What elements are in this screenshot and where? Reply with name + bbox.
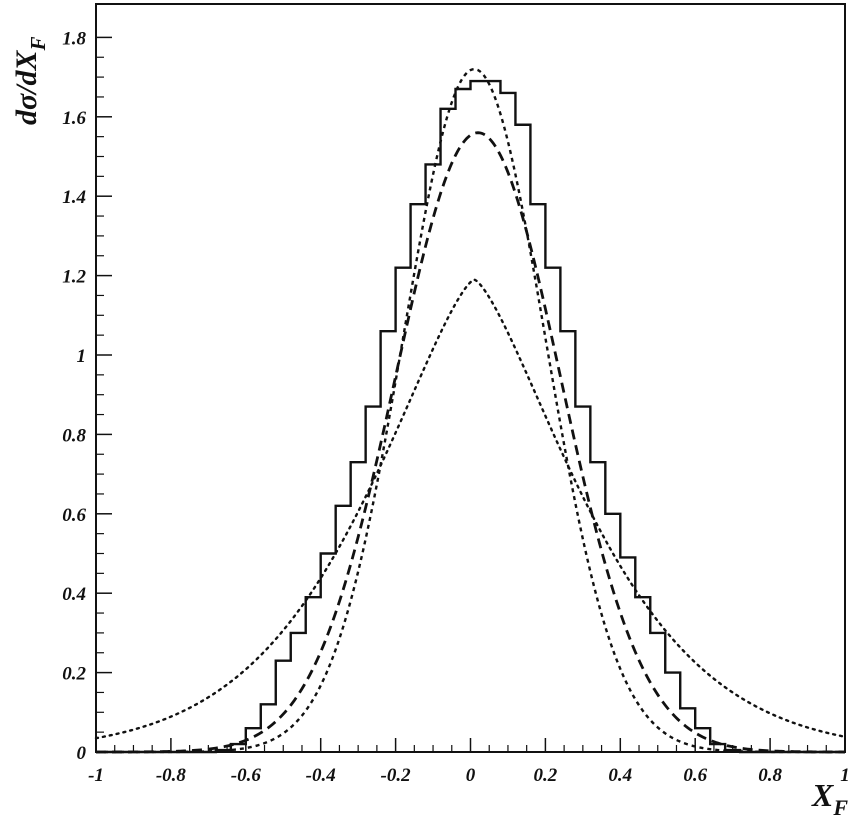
y-tick-label: 1 [77,346,87,367]
y-tick-label: 0.8 [62,425,86,446]
x-axis-label: XF [811,777,848,820]
histogram-step [96,79,845,754]
y-axis-label-subscript: F [26,36,50,51]
y-tick-label: 0 [77,743,87,764]
x-tick-label: -0.2 [381,765,412,786]
x-tick-label: -1 [88,765,104,786]
y-tick-label: 1.6 [62,108,86,129]
y-tick-label: 1.2 [62,267,86,288]
y-tick-label: 1.4 [62,187,86,208]
curve-dash [96,131,845,754]
y-tick-label: 0.6 [62,505,86,526]
x-tick-label: 0.2 [534,765,558,786]
y-axis-label: dσ/dXF [10,36,50,125]
x-tick-label: 0.6 [683,765,707,786]
x-axis-ticks: -1 -0.8 -0.6 -0.4 -0.2 0 0.2 0.4 0.6 0.8 1 [88,738,850,786]
y-axis-ticks: 0 0.2 0.4 0.6 0.8 1 1.2 1.4 1.6 1.8 [62,28,112,764]
curve-short-dash [96,67,845,754]
x-tick-label: -0.4 [306,765,336,786]
plot-frame [95,3,846,753]
series-layer [94,67,847,754]
y-tick-label: 1.8 [62,28,86,49]
y-axis-label-main: dσ/dX [10,49,43,125]
x-tick-label: 0 [466,765,476,786]
x-tick-label: -0.6 [231,765,262,786]
x-axis-label-main: X [811,777,834,813]
y-tick-label: 0.4 [62,584,86,605]
x-tick-label: 0.4 [608,765,632,786]
y-tick-label: 0.2 [62,664,86,685]
curve-dot [94,278,847,740]
x-tick-label: -0.8 [156,765,187,786]
x-tick-label: 1 [840,765,850,786]
x-axis-label-subscript: F [832,795,848,820]
x-tick-label: 0.8 [758,765,782,786]
